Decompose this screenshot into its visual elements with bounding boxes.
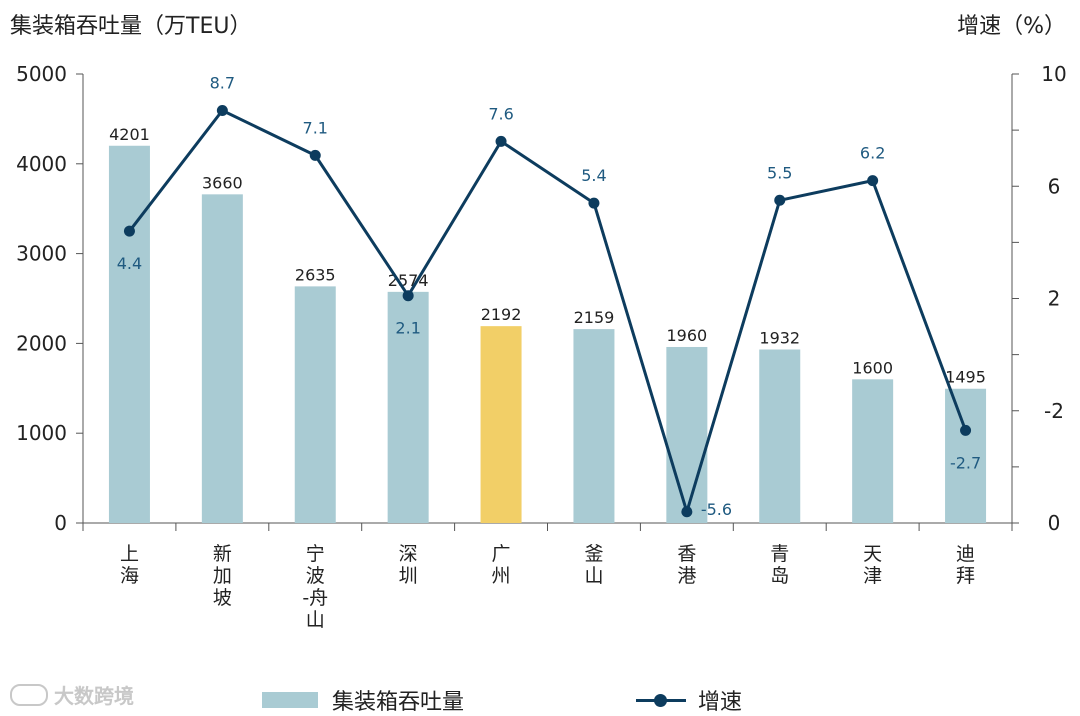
category-label: 山 bbox=[306, 609, 325, 631]
bar-value-label: 1960 bbox=[666, 326, 707, 345]
bar-value-label: 1495 bbox=[945, 368, 986, 387]
right-tick-label: 0 bbox=[1048, 511, 1061, 535]
category-label: -舟 bbox=[302, 587, 328, 609]
growth-value-label: 6.2 bbox=[860, 144, 885, 163]
category-label: 圳 bbox=[399, 565, 418, 587]
growth-point bbox=[867, 175, 879, 187]
bar bbox=[852, 379, 894, 523]
category-label: 迪 bbox=[956, 543, 975, 565]
growth-point bbox=[774, 194, 786, 206]
category-label: 州 bbox=[492, 565, 511, 587]
left-tick-label: 2000 bbox=[16, 331, 67, 355]
legend-bar-label: 集装箱吞吐量 bbox=[332, 690, 465, 715]
legend-item-line: 增速 bbox=[636, 684, 742, 716]
bar bbox=[759, 349, 801, 523]
category-label: 青 bbox=[770, 543, 789, 565]
category-label: 深 bbox=[399, 543, 418, 565]
bar-value-label: 3660 bbox=[202, 173, 243, 192]
watermark-logo-icon bbox=[10, 683, 48, 706]
growth-value-label: 4.4 bbox=[117, 254, 142, 273]
growth-point bbox=[495, 135, 507, 147]
category-label: 津 bbox=[863, 565, 882, 587]
bar bbox=[108, 145, 150, 524]
category-label: 宁 bbox=[306, 543, 325, 565]
category-label: 釜 bbox=[584, 543, 603, 565]
growth-value-label: 7.1 bbox=[303, 118, 328, 137]
legend-bar-swatch bbox=[262, 692, 318, 708]
bar-value-label: 4201 bbox=[109, 125, 150, 144]
growth-value-label: -5.6 bbox=[701, 500, 732, 519]
growth-point bbox=[123, 225, 135, 237]
growth-point bbox=[960, 424, 972, 436]
left-axis-title: 集装箱吞吐量（万TEU） bbox=[10, 14, 252, 39]
category-label: 山 bbox=[584, 565, 603, 587]
growth-point bbox=[309, 149, 321, 161]
left-tick-label: 1000 bbox=[16, 421, 67, 445]
bar bbox=[480, 326, 522, 523]
category-label: 上 bbox=[120, 543, 139, 565]
watermark: 大数跨境 bbox=[10, 680, 134, 709]
bar bbox=[573, 329, 615, 523]
category-label: 广 bbox=[492, 543, 511, 565]
bar bbox=[294, 286, 336, 523]
bar bbox=[945, 388, 987, 523]
growth-value-label: 5.5 bbox=[767, 163, 792, 182]
bar-value-label: 2159 bbox=[574, 308, 615, 327]
bar-value-label: 2574 bbox=[388, 271, 429, 290]
category-label: 海 bbox=[120, 565, 139, 587]
growth-line bbox=[128, 108, 967, 514]
bar bbox=[201, 194, 243, 523]
watermark-text: 大数跨境 bbox=[54, 684, 134, 708]
right-tick-label: 2 bbox=[1048, 287, 1061, 311]
left-tick-label: 0 bbox=[54, 511, 67, 535]
category-label: 港 bbox=[677, 565, 696, 587]
growth-value-label: 2.1 bbox=[395, 319, 420, 338]
left-tick-label: 5000 bbox=[16, 62, 67, 86]
legend-line-swatch bbox=[636, 692, 686, 708]
growth-point bbox=[588, 197, 600, 209]
right-tick-label: 6 bbox=[1048, 174, 1061, 198]
bar-value-label: 1932 bbox=[759, 329, 800, 348]
right-axis-title: 增速（%） bbox=[957, 14, 1066, 39]
growth-value-label: -2.7 bbox=[950, 453, 981, 472]
category-label: 坡 bbox=[213, 587, 232, 609]
left-tick-label: 4000 bbox=[16, 152, 67, 176]
category-label: 岛 bbox=[770, 565, 789, 587]
bar-value-label: 2635 bbox=[295, 265, 336, 284]
category-label: 新 bbox=[213, 543, 232, 565]
legend-item-bars: 集装箱吞吐量 bbox=[262, 684, 464, 716]
category-label: 天 bbox=[863, 543, 882, 565]
growth-value-label: 8.7 bbox=[210, 73, 235, 92]
growth-point bbox=[402, 290, 414, 302]
growth-value-label: 7.6 bbox=[488, 104, 513, 123]
category-label: 加 bbox=[213, 565, 232, 587]
legend-line-label: 增速 bbox=[698, 690, 743, 715]
bar-value-label: 2192 bbox=[481, 305, 522, 324]
bar bbox=[666, 346, 708, 523]
category-label: 香 bbox=[677, 543, 696, 565]
left-tick-label: 3000 bbox=[16, 242, 67, 266]
category-label: 拜 bbox=[956, 565, 975, 587]
right-tick-label: -2 bbox=[1044, 399, 1064, 423]
growth-point bbox=[681, 506, 693, 518]
right-tick-label: 10 bbox=[1041, 62, 1066, 86]
growth-point bbox=[216, 104, 228, 116]
bar-value-label: 1600 bbox=[852, 358, 893, 377]
bar bbox=[387, 291, 429, 523]
growth-value-label: 5.4 bbox=[581, 166, 606, 185]
category-label: 波 bbox=[306, 565, 325, 587]
